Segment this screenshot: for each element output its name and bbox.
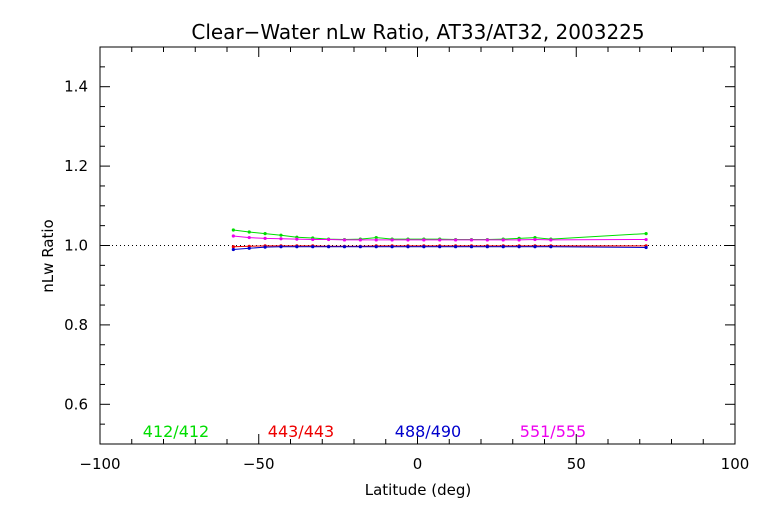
- data-point: [533, 237, 537, 242]
- y-tick-label: 1.2: [64, 157, 88, 175]
- data-point: [501, 238, 505, 242]
- data-point: [247, 230, 251, 234]
- data-point: [279, 233, 283, 237]
- x-axis-label: Latitude (deg): [365, 481, 471, 499]
- data-point: [438, 238, 442, 242]
- data-point: [549, 238, 553, 242]
- data-point: [358, 238, 362, 242]
- y-tick-label: 0.6: [64, 395, 88, 413]
- data-point: [644, 237, 648, 242]
- data-point: [422, 238, 426, 242]
- x-tick-label: 100: [721, 455, 750, 473]
- x-tick-label: −100: [79, 455, 120, 473]
- data-point: [469, 245, 474, 249]
- y-axis-label: nLw Ratio: [39, 219, 57, 292]
- y-tick-label: 1.0: [64, 237, 88, 255]
- data-point: [247, 246, 251, 250]
- data-point: [485, 245, 489, 249]
- data-point: [517, 238, 521, 242]
- data-point: [454, 245, 458, 249]
- data-point: [469, 238, 474, 242]
- data-point: [311, 237, 315, 242]
- data-point: [390, 238, 394, 242]
- data-point: [374, 245, 378, 249]
- data-point: [422, 245, 426, 249]
- data-point: [263, 245, 267, 249]
- data-point: [549, 245, 553, 249]
- legend-entry: 488/490: [395, 422, 461, 441]
- series-group: [231, 228, 648, 252]
- data-point: [485, 238, 489, 242]
- data-point: [374, 235, 378, 240]
- data-point: [358, 245, 362, 249]
- legend: 412/412 443/443 488/490 551/555: [143, 422, 586, 441]
- series-line-3: [233, 235, 647, 241]
- data-point: [327, 237, 331, 242]
- data-point: [644, 245, 648, 250]
- data-point: [231, 247, 235, 252]
- data-point: [644, 231, 648, 236]
- y-tick-label: 0.8: [64, 316, 88, 334]
- chart-title: Clear−Water nLw Ratio, AT33/AT32, 200322…: [191, 20, 644, 44]
- series-line-0: [233, 229, 647, 241]
- data-point: [231, 234, 235, 238]
- y-tick-label: 1.4: [64, 78, 88, 96]
- data-point: [406, 238, 410, 242]
- data-point: [295, 245, 299, 249]
- axis-ticks: −100 −50 0 50 100 0.6 0.8 1.0 1.2 1.4: [64, 46, 750, 473]
- legend-entry: 412/412: [143, 422, 209, 441]
- series-line-1: [233, 245, 647, 248]
- data-point: [247, 235, 251, 240]
- data-point: [501, 245, 505, 249]
- data-point: [279, 237, 283, 241]
- data-point: [342, 245, 347, 249]
- data-point: [279, 245, 283, 249]
- data-point: [263, 231, 267, 236]
- data-point: [390, 245, 394, 249]
- data-point: [231, 228, 235, 232]
- data-point: [311, 245, 315, 249]
- data-point: [263, 236, 267, 240]
- data-point: [327, 245, 331, 249]
- data-point: [533, 245, 537, 249]
- x-tick-label: 50: [567, 455, 586, 473]
- data-point: [517, 245, 521, 249]
- x-tick-label: 0: [413, 455, 423, 473]
- data-point: [454, 238, 458, 242]
- data-point: [295, 237, 299, 241]
- x-tick-label: −50: [243, 455, 275, 473]
- data-point: [231, 245, 235, 249]
- data-point: [406, 245, 410, 249]
- data-point: [374, 238, 378, 242]
- data-point: [438, 245, 442, 249]
- legend-entry: 443/443: [268, 422, 334, 441]
- data-point: [342, 238, 347, 242]
- series-line-2: [233, 246, 647, 250]
- legend-entry: 551/555: [520, 422, 586, 441]
